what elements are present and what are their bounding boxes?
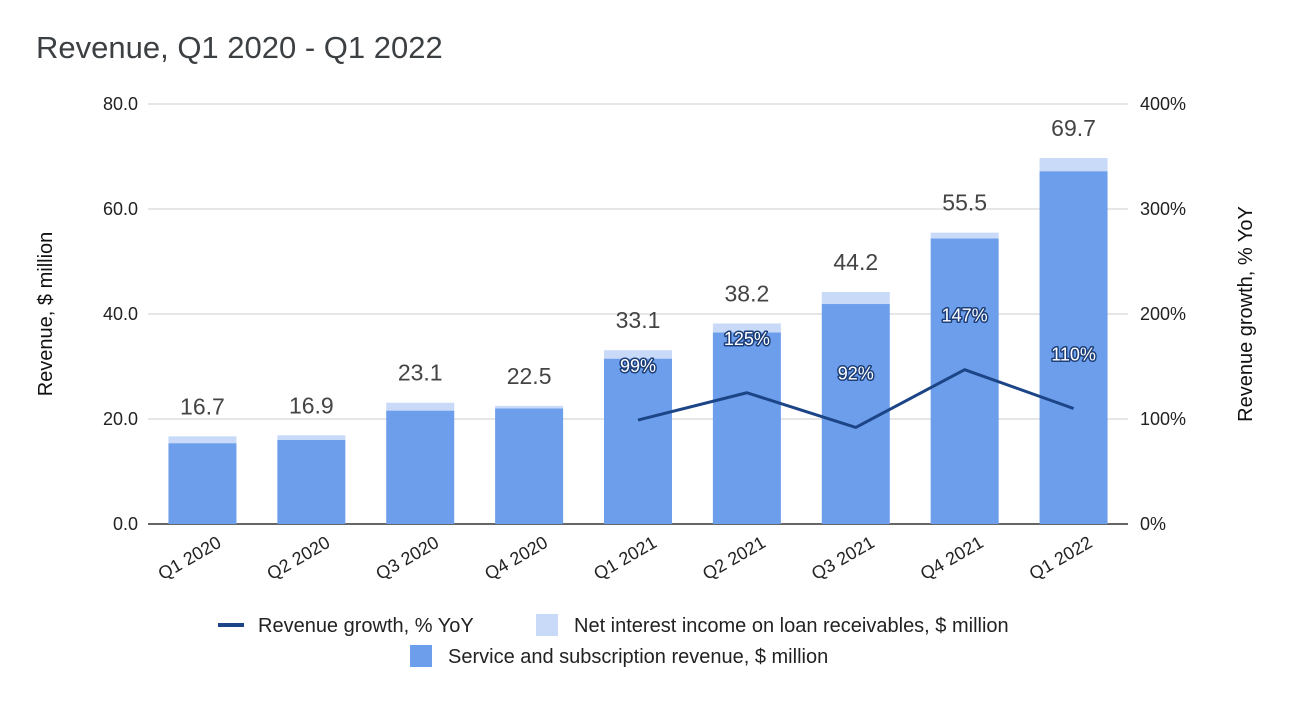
bar-total-label: 55.5 bbox=[942, 190, 987, 216]
bar-net-interest-income bbox=[386, 402, 455, 411]
x-tick-label: Q2 2021 bbox=[699, 532, 769, 584]
bar-net-interest-income bbox=[495, 405, 564, 409]
bar-total-label: 69.7 bbox=[1051, 115, 1096, 141]
bar-total-label: 38.2 bbox=[725, 280, 770, 306]
growth-line bbox=[637, 368, 1075, 429]
y2-tick-label: 100% bbox=[1140, 409, 1186, 429]
bar-total-label: 16.7 bbox=[180, 393, 225, 419]
x-tick-label: Q3 2020 bbox=[372, 532, 442, 584]
y-tick-label: 0.0 bbox=[113, 514, 138, 534]
y-tick-label: 20.0 bbox=[103, 409, 138, 429]
x-tick-label: Q1 2020 bbox=[155, 532, 225, 584]
x-tick-label: Q1 2021 bbox=[590, 532, 660, 584]
y-tick-label: 80.0 bbox=[103, 94, 138, 114]
bar-total-label: 33.1 bbox=[616, 307, 661, 333]
x-tick-label: Q2 2020 bbox=[264, 532, 334, 584]
y2-axis-title: Revenue growth, % YoY bbox=[1235, 206, 1257, 422]
legend-label: Net interest income on loan receivables,… bbox=[574, 615, 1009, 637]
y-axis-title: Revenue, $ million bbox=[35, 232, 57, 397]
bar-service-subscription bbox=[277, 440, 346, 524]
bar-total-label: 23.1 bbox=[398, 360, 443, 386]
growth-data-label: 99% bbox=[620, 356, 656, 376]
x-tick-label: Q4 2021 bbox=[917, 532, 987, 584]
y-tick-label: 40.0 bbox=[103, 304, 138, 324]
growth-data-label: 125% bbox=[724, 329, 770, 349]
bar-total-label: 44.2 bbox=[833, 249, 878, 275]
y-tick-label: 60.0 bbox=[103, 199, 138, 219]
y2-tick-label: 200% bbox=[1140, 304, 1186, 324]
bar-service-subscription bbox=[604, 358, 672, 524]
growth-data-label: 110% bbox=[1051, 345, 1096, 365]
x-tick-label: Q3 2021 bbox=[808, 532, 878, 584]
bar-net-interest-income bbox=[168, 436, 237, 444]
x-tick-label: Q1 2022 bbox=[1026, 532, 1096, 584]
y2-tick-label: 0% bbox=[1140, 514, 1166, 534]
bar-net-interest-income bbox=[821, 291, 890, 305]
bar-net-interest-income bbox=[930, 232, 999, 239]
bar-net-interest-income bbox=[712, 323, 781, 333]
legend-label: Service and subscription revenue, $ mill… bbox=[448, 646, 828, 668]
bar-net-interest-income bbox=[604, 350, 672, 359]
bar-service-subscription bbox=[495, 408, 564, 524]
growth-data-label: 147% bbox=[942, 306, 988, 326]
bar-service-subscription bbox=[1039, 171, 1108, 524]
legend-label: Revenue growth, % YoY bbox=[258, 615, 474, 637]
bar-net-interest-income bbox=[277, 435, 346, 440]
x-tick-label: Q4 2020 bbox=[481, 532, 551, 584]
bar-service-subscription bbox=[168, 443, 237, 524]
growth-data-label: 92% bbox=[838, 363, 874, 383]
chart-title: Revenue, Q1 2020 - Q1 2022 bbox=[36, 30, 443, 65]
bar-net-interest-income bbox=[1039, 158, 1108, 172]
legend-swatch-service bbox=[410, 645, 432, 667]
bar-total-label: 22.5 bbox=[507, 363, 552, 389]
y2-tick-label: 300% bbox=[1140, 199, 1186, 219]
bar-service-subscription bbox=[712, 332, 781, 524]
bar-total-label: 16.9 bbox=[289, 392, 334, 418]
legend-swatch-net-interest bbox=[536, 614, 558, 636]
bar-service-subscription bbox=[386, 410, 455, 524]
y2-tick-label: 400% bbox=[1140, 94, 1186, 114]
